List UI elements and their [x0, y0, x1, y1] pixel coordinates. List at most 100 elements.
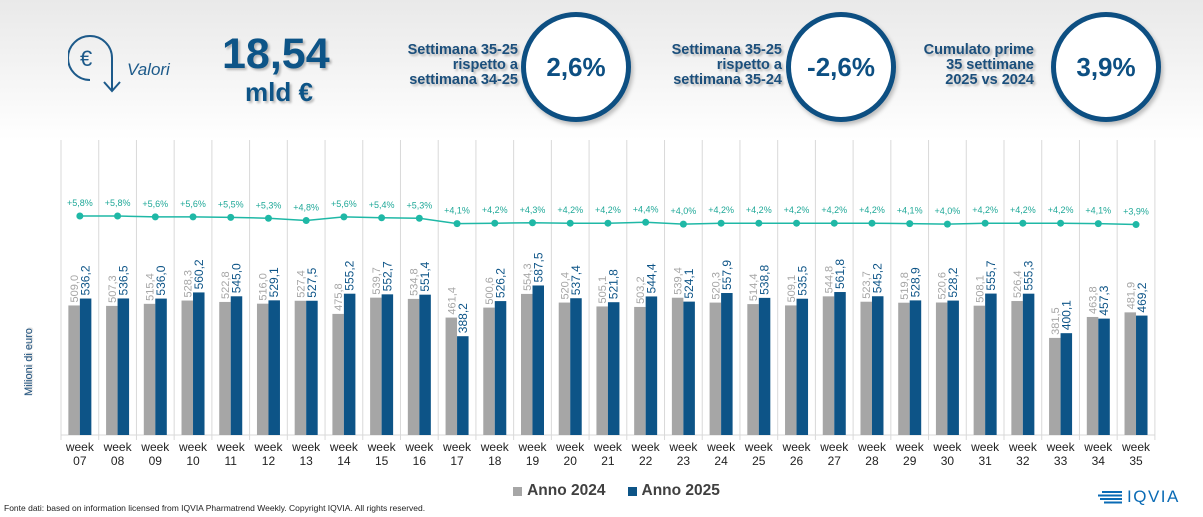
growth-point	[302, 217, 310, 224]
x-tick-label: week	[932, 440, 962, 454]
bar-anno-2024	[483, 307, 495, 435]
value-label-2024: 544,8	[824, 266, 836, 294]
kpi-label-line: Settimana 35-25	[407, 42, 518, 58]
growth-label: +5,8%	[67, 198, 93, 208]
value-label-2025: 545,2	[871, 263, 885, 293]
growth-point	[566, 219, 574, 227]
kpi-label-line: rispetto a	[452, 57, 518, 73]
value-label-2025: 557,9	[720, 260, 734, 290]
value-label-2024: 522,8	[220, 271, 232, 299]
value-label-2025: 536,2	[79, 265, 93, 295]
value-label-2025: 457,3	[1097, 285, 1111, 315]
value-label-2025: 528,2	[946, 267, 960, 297]
bar-anno-2024	[445, 317, 458, 435]
x-tick-label: 07	[73, 454, 87, 468]
value-label-2024: 509,0	[69, 275, 81, 303]
bar-anno-2025	[607, 302, 620, 435]
x-tick-label: 21	[601, 454, 615, 468]
value-label-2025: 561,8	[833, 259, 847, 289]
growth-point	[114, 212, 122, 220]
x-tick-label: week	[140, 440, 170, 454]
growth-point	[906, 220, 914, 228]
bar-anno-2025	[721, 293, 733, 435]
growth-point	[717, 219, 725, 227]
euro-down-arrow-icon: €	[67, 28, 128, 96]
kpi-circle-yoy-week: -2,6%	[786, 12, 896, 122]
value-label-2025: 552,7	[380, 261, 394, 291]
growth-point	[378, 214, 386, 222]
bar-anno-2024	[634, 306, 646, 435]
bar-anno-2024	[68, 305, 80, 435]
bar-anno-2025	[230, 296, 243, 435]
value-label-2024: 539,7	[371, 267, 383, 295]
x-tick-label: 10	[186, 454, 200, 468]
x-tick-label: week	[442, 440, 472, 454]
bar-anno-2024	[219, 301, 231, 435]
source-footnote: Fonte dati: based on information license…	[4, 503, 426, 513]
value-label-2025: 560,2	[192, 259, 206, 289]
bar-anno-2024	[1049, 337, 1061, 435]
bar-anno-2025	[796, 298, 809, 435]
growth-label: +4,2%	[482, 205, 508, 215]
bar-anno-2024	[935, 302, 948, 435]
x-tick-label: 34	[1092, 454, 1106, 468]
x-tick-label: week	[1046, 440, 1076, 454]
kpi-circle-weekly: 2,6%	[521, 12, 631, 122]
growth-label: +4,2%	[784, 205, 810, 215]
value-label-2024: 523,7	[861, 271, 873, 299]
growth-label: +5,3%	[406, 200, 432, 210]
x-tick-label: 18	[488, 454, 502, 468]
bar-anno-2025	[947, 300, 959, 435]
value-label-2024: 475,8	[333, 283, 345, 311]
x-tick-label: week	[706, 440, 736, 454]
growth-point	[491, 219, 499, 227]
x-tick-label: week	[329, 440, 359, 454]
kpi-value: 3,9%	[1076, 51, 1136, 82]
growth-point	[227, 213, 235, 221]
growth-label: +5,6%	[180, 199, 206, 209]
value-label-2025: 400,1	[1059, 300, 1073, 330]
growth-label: +4,2%	[708, 205, 734, 215]
value-label-2025: 536,0	[154, 265, 168, 295]
value-label-2024: 381,5	[1050, 307, 1062, 335]
bar-anno-2025	[532, 285, 544, 435]
growth-label: +4,2%	[746, 205, 772, 215]
value-label-2024: 516,0	[258, 273, 270, 301]
x-tick-label: 28	[865, 454, 879, 468]
x-tick-label: week	[216, 440, 246, 454]
growth-point	[793, 219, 801, 227]
value-label-2025: 536,5	[116, 265, 130, 295]
bar-anno-2024	[256, 303, 269, 435]
bar-anno-2024	[143, 303, 156, 435]
y-axis-label: Milioni di euro	[23, 328, 35, 396]
value-label-2024: 505,1	[597, 276, 609, 304]
bar-anno-2024	[860, 301, 872, 435]
bar-anno-2024	[785, 305, 797, 435]
x-tick-label: 17	[450, 454, 464, 468]
bar-anno-2024	[973, 305, 986, 435]
x-tick-label: 13	[300, 454, 314, 468]
growth-point	[755, 219, 763, 227]
bar-anno-2024	[898, 302, 910, 435]
kpi-value: 2,6%	[546, 51, 606, 82]
x-tick-label: week	[819, 440, 849, 454]
growth-point	[1094, 220, 1102, 228]
value-label-2024: 539,4	[673, 267, 685, 295]
x-tick-label: 33	[1054, 454, 1068, 468]
x-tick-label: 09	[149, 454, 163, 468]
bar-anno-2025	[193, 292, 205, 435]
growth-point	[151, 213, 159, 221]
x-tick-label: 14	[337, 454, 351, 468]
x-tick-label: week	[744, 440, 774, 454]
bar-anno-2025	[306, 300, 318, 435]
x-tick-label: 32	[1016, 454, 1030, 468]
total-value: 18,54	[222, 30, 330, 78]
x-tick-label: week	[857, 440, 887, 454]
value-label-2025: 524,1	[682, 268, 696, 298]
x-tick-label: 31	[978, 454, 992, 468]
bar-anno-2024	[1011, 301, 1023, 435]
growth-label: +4,3%	[520, 205, 546, 215]
value-label-2024: 509,1	[786, 275, 798, 303]
growth-label: +4,2%	[1010, 205, 1036, 215]
bar-anno-2025	[381, 294, 394, 435]
